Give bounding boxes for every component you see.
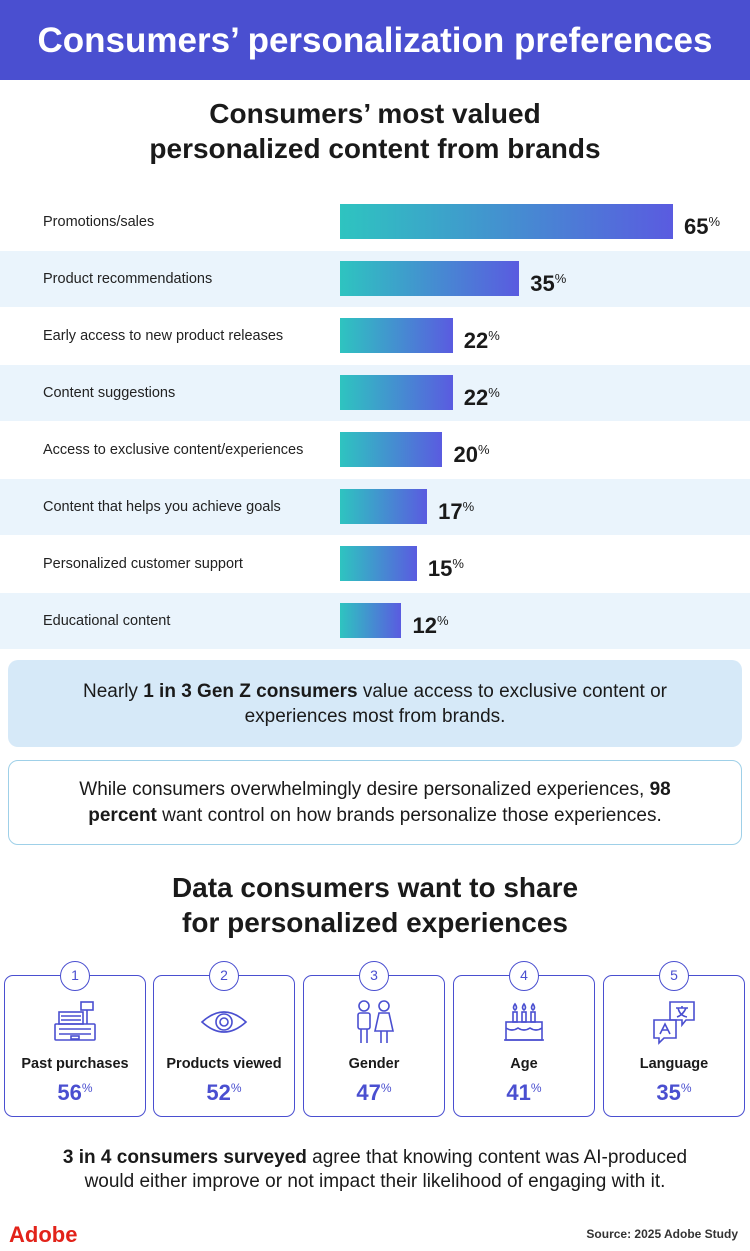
bar — [340, 375, 453, 410]
chart-row: Personalized customer support 15% — [0, 536, 750, 592]
bar — [340, 546, 417, 581]
callout1-bold: 1 in 3 Gen Z consumers — [143, 680, 358, 702]
bar — [340, 432, 443, 467]
adobe-logo: Adobe — [9, 1222, 78, 1247]
rank-badge: 3 — [359, 961, 389, 991]
chart-row: Content suggestions 22% — [0, 365, 750, 421]
bar-chart: Promotions/sales 65% Product recommendatio… — [0, 194, 750, 649]
category-label: Content that helps you achieve goals — [43, 499, 281, 515]
category-label: Content suggestions — [43, 385, 176, 401]
rank-badge: 4 — [509, 961, 539, 991]
bar-value-label: 17% — [438, 499, 475, 524]
card-value: 52% — [206, 1080, 242, 1105]
chart-row: Early access to new product releases 22% — [0, 308, 750, 364]
rank-badge: 2 — [209, 961, 239, 991]
category-label: Educational content — [43, 613, 171, 629]
section-title-line-1: Data consumers want to share — [171, 872, 579, 903]
cash-register-icon — [54, 1001, 96, 1041]
callout2-pre: While consumers overwhelmingly desire pe… — [79, 778, 650, 800]
data-card-past-purchases: 1 Past purchases 56% — [4, 961, 146, 1117]
card-label: Language — [639, 1056, 709, 1072]
gen-z-callout-text: Nearly 1 in 3 Gen Z consumers value acce… — [68, 679, 682, 729]
card-value: 47% — [356, 1080, 392, 1105]
card-label: Age — [510, 1056, 538, 1072]
bar-value-label: 12% — [412, 613, 449, 638]
bar-value-label: 35% — [530, 271, 567, 296]
page-title: Consumers’ personalization preferences — [37, 21, 713, 60]
bar — [340, 603, 402, 638]
chart-title-line-2: personalized content from brands — [149, 133, 601, 164]
gender-icon — [357, 1000, 394, 1043]
card-label: Products viewed — [166, 1056, 282, 1072]
category-label: Early access to new product releases — [43, 328, 284, 344]
chart-row: Promotions/sales 65% — [0, 194, 750, 250]
data-card-gender: 3 Gender 47% — [303, 961, 445, 1117]
birthday-cake-icon — [504, 1002, 544, 1041]
bar-value-label: 15% — [427, 556, 464, 581]
bar — [340, 204, 673, 239]
bar — [340, 318, 453, 353]
translate-icon — [653, 1001, 695, 1045]
eye-icon — [200, 1011, 248, 1033]
section-title: Data consumers want to share for persona… — [0, 870, 750, 940]
source-note: Source: 2025 Adobe Study — [586, 1227, 738, 1241]
card-label: Past purchases — [21, 1056, 129, 1072]
chart-title: Consumers’ most valued personalized cont… — [0, 96, 750, 166]
chart-row: Access to exclusive content/experiences 2… — [0, 422, 750, 478]
card-value: 35% — [656, 1080, 692, 1105]
card-value: 56% — [57, 1080, 93, 1105]
chart-row: Content that helps you achieve goals 17% — [0, 479, 750, 535]
bar — [340, 261, 520, 296]
control-callout-text: While consumers overwhelmingly desire pe… — [49, 777, 701, 829]
footnote: 3 in 4 consumers surveyed agree that kno… — [0, 1146, 750, 1194]
card-value: 41% — [506, 1080, 542, 1105]
bar-value-label: 22% — [463, 385, 500, 410]
chart-title-line-1: Consumers’ most valued — [209, 98, 541, 129]
data-share-cards: 1 Past purchases 56% 2 Products viewed 5… — [0, 960, 750, 1120]
rank-badge: 1 — [60, 961, 90, 991]
rank-badge: 5 — [659, 961, 689, 991]
control-callout: While consumers overwhelmingly desire pe… — [8, 760, 742, 845]
callout2-bold: 98 percent — [88, 778, 671, 826]
section-title-line-2: for personalized experiences — [182, 907, 568, 938]
data-card-products-viewed: 2 Products viewed 52% — [153, 961, 295, 1117]
data-card-age: 4 Age 41% — [453, 961, 595, 1117]
card-label: Gender — [348, 1056, 400, 1072]
callout1-pre: Nearly — [83, 680, 144, 702]
gen-z-callout: Nearly 1 in 3 Gen Z consumers value acce… — [8, 660, 742, 747]
category-label: Access to exclusive content/experiences — [43, 442, 304, 458]
footnote-line-1: 3 in 4 consumers surveyed agree that kno… — [62, 1147, 688, 1168]
callout1-post: value access to exclusive content or exp… — [244, 680, 667, 727]
page-header: Consumers’ personalization preferences — [0, 0, 750, 80]
category-label: Personalized customer support — [43, 556, 243, 572]
bar — [340, 489, 428, 524]
chart-row: Product recommendations 35% — [0, 251, 750, 307]
bar-value-label: 20% — [453, 442, 490, 467]
callout2-post: want control on how brands personalize t… — [156, 804, 662, 826]
footnote-line-2: would either improve or not impact their… — [84, 1171, 666, 1192]
category-label: Product recommendations — [43, 271, 213, 287]
bar-value-label: 22% — [463, 328, 500, 353]
chart-row: Educational content 12% — [0, 593, 750, 649]
bar-value-label: 65% — [684, 214, 721, 239]
data-card-language: 5 Language 35% — [603, 961, 745, 1117]
category-label: Promotions/sales — [43, 214, 155, 230]
